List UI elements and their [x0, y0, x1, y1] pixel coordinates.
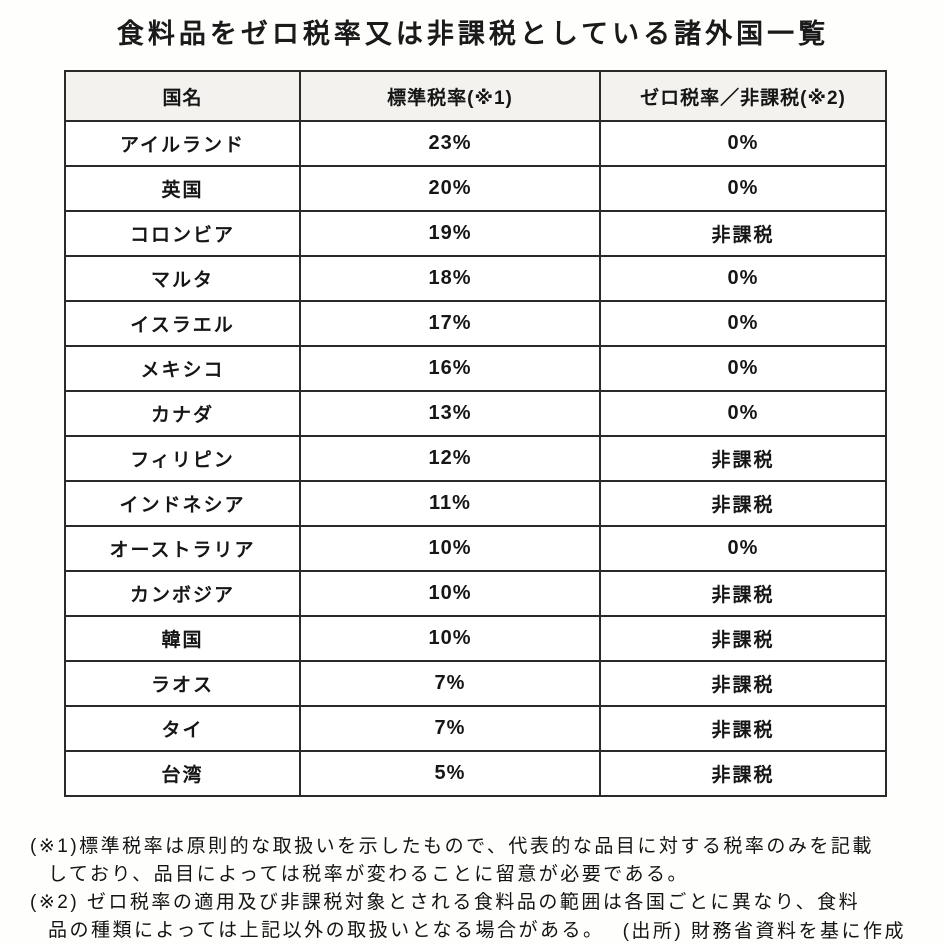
table-row: インドネシア 11% 非課税: [64, 480, 887, 527]
standard-rate-cell: 5%: [299, 750, 601, 797]
standard-rate-cell: 10%: [299, 525, 601, 572]
country-cell: カンボジア: [64, 570, 301, 617]
standard-rate-cell: 18%: [299, 255, 601, 302]
footnote-2-line-2: 品の種類によっては上記以外の取扱いとなる場合がある。: [48, 920, 605, 941]
country-cell: ラオス: [64, 660, 301, 707]
page-title: 食料品をゼロ税率又は非課税としている諸外国一覧: [116, 19, 830, 49]
zero-exempt-cell: 非課税: [599, 615, 887, 662]
zero-exempt-cell: 0%: [599, 255, 887, 302]
zero-exempt-cell: 0%: [599, 345, 887, 392]
table-row: オーストラリア 10% 0%: [64, 525, 887, 572]
column-header-country: 国名: [64, 70, 301, 122]
footnote-2-line-1: (※2) ゼロ税率の適用及び非課税対象とされる食料品の範囲は各国ごとに異なり、食…: [30, 892, 861, 913]
standard-rate-cell: 16%: [299, 345, 601, 392]
zero-exempt-cell: 0%: [599, 525, 887, 572]
table-row: タイ 7% 非課税: [64, 705, 887, 752]
standard-rate-cell: 11%: [299, 480, 601, 527]
zero-exempt-cell: 非課税: [599, 435, 887, 482]
country-cell: フィリピン: [64, 435, 301, 482]
table-body: アイルランド 23% 0% 英国 20% 0% コロンビア 19% 非課税 マルタ 18% 0% イスラ…: [64, 120, 887, 797]
country-cell: マルタ: [64, 255, 301, 302]
zero-exempt-cell: 非課税: [599, 210, 887, 257]
table-row: 英国 20% 0%: [64, 165, 887, 212]
table-row: カンボジア 10% 非課税: [64, 570, 887, 617]
tax-rate-table: 国名 標準税率(※1) ゼロ税率／非課税(※2) アイルランド 23% 0% 英国 20…: [64, 70, 887, 797]
standard-rate-cell: 12%: [299, 435, 601, 482]
zero-exempt-cell: 非課税: [599, 480, 887, 527]
zero-exempt-cell: 非課税: [599, 705, 887, 752]
country-cell: イスラエル: [64, 300, 301, 347]
table-row: 韓国 10% 非課税: [64, 615, 887, 662]
table-row: 台湾 5% 非課税: [64, 750, 887, 797]
zero-exempt-cell: 非課税: [599, 570, 887, 617]
standard-rate-cell: 13%: [299, 390, 601, 437]
table-row: イスラエル 17% 0%: [64, 300, 887, 347]
zero-exempt-cell: 0%: [599, 390, 887, 437]
country-cell: 韓国: [64, 615, 301, 662]
zero-exempt-cell: 非課税: [599, 660, 887, 707]
zero-exempt-cell: 0%: [599, 300, 887, 347]
footnote-1-line-1: (※1)標準税率は原則的な取扱いを示したもので、代表的な品目に対する税率のみを記…: [30, 836, 874, 857]
table-row: フィリピン 12% 非課税: [64, 435, 887, 482]
table-header-row: 国名 標準税率(※1) ゼロ税率／非課税(※2): [64, 70, 887, 122]
footnotes-block: (※1)標準税率は原則的な取扱いを示したもので、代表的な品目に対する税率のみを記…: [30, 833, 918, 945]
zero-exempt-cell: 0%: [599, 165, 887, 212]
country-cell: メキシコ: [64, 345, 301, 392]
table-row: ラオス 7% 非課税: [64, 660, 887, 707]
standard-rate-cell: 23%: [299, 120, 601, 167]
country-cell: 台湾: [64, 750, 301, 797]
country-cell: インドネシア: [64, 480, 301, 527]
country-cell: タイ: [64, 705, 301, 752]
source-attribution: (出所) 財務省資料を基に作成: [622, 921, 906, 942]
column-header-standard-rate: 標準税率(※1): [299, 70, 601, 122]
table-row: コロンビア 19% 非課税: [64, 210, 887, 257]
footnote-1-line-2: しており、品目によっては税率が変わることに留意が必要である。: [48, 864, 690, 885]
table-row: カナダ 13% 0%: [64, 390, 887, 437]
country-cell: カナダ: [64, 390, 301, 437]
standard-rate-cell: 19%: [299, 210, 601, 257]
standard-rate-cell: 17%: [299, 300, 601, 347]
country-cell: 英国: [64, 165, 301, 212]
standard-rate-cell: 7%: [299, 705, 601, 752]
column-header-zero-exempt: ゼロ税率／非課税(※2): [599, 70, 887, 122]
standard-rate-cell: 10%: [299, 615, 601, 662]
standard-rate-cell: 20%: [299, 165, 601, 212]
table-row: アイルランド 23% 0%: [64, 120, 887, 167]
zero-exempt-cell: 非課税: [599, 750, 887, 797]
country-cell: コロンビア: [64, 210, 301, 257]
country-cell: オーストラリア: [64, 525, 301, 572]
standard-rate-cell: 10%: [299, 570, 601, 617]
zero-exempt-cell: 0%: [599, 120, 887, 167]
country-cell: アイルランド: [64, 120, 301, 167]
table-row: メキシコ 16% 0%: [64, 345, 887, 392]
table-row: マルタ 18% 0%: [64, 255, 887, 302]
standard-rate-cell: 7%: [299, 660, 601, 707]
